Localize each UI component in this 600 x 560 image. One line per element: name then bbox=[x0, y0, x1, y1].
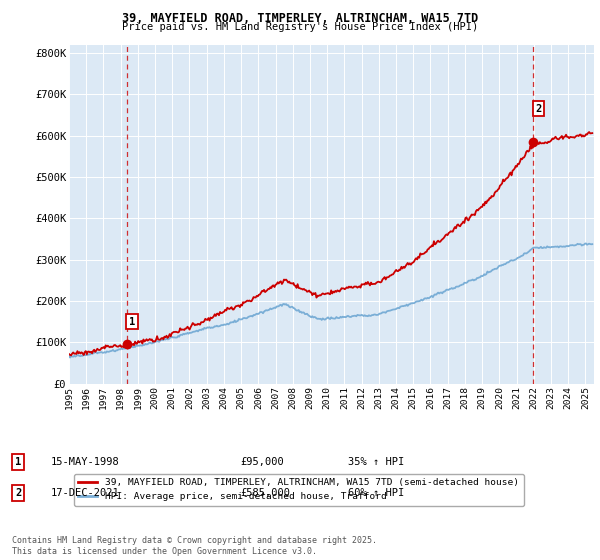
Text: 35% ↑ HPI: 35% ↑ HPI bbox=[348, 457, 404, 467]
Legend: 39, MAYFIELD ROAD, TIMPERLEY, ALTRINCHAM, WA15 7TD (semi-detached house), HPI: A: 39, MAYFIELD ROAD, TIMPERLEY, ALTRINCHAM… bbox=[74, 474, 524, 506]
Text: 2: 2 bbox=[535, 104, 541, 114]
Text: Price paid vs. HM Land Registry's House Price Index (HPI): Price paid vs. HM Land Registry's House … bbox=[122, 22, 478, 32]
Text: 39, MAYFIELD ROAD, TIMPERLEY, ALTRINCHAM, WA15 7TD: 39, MAYFIELD ROAD, TIMPERLEY, ALTRINCHAM… bbox=[122, 12, 478, 25]
Text: 17-DEC-2021: 17-DEC-2021 bbox=[51, 488, 120, 498]
Text: £95,000: £95,000 bbox=[240, 457, 284, 467]
Text: 15-MAY-1998: 15-MAY-1998 bbox=[51, 457, 120, 467]
Text: 1: 1 bbox=[15, 457, 21, 467]
Text: Contains HM Land Registry data © Crown copyright and database right 2025.
This d: Contains HM Land Registry data © Crown c… bbox=[12, 536, 377, 556]
Text: £585,000: £585,000 bbox=[240, 488, 290, 498]
Text: 1: 1 bbox=[129, 316, 135, 326]
Text: 2: 2 bbox=[15, 488, 21, 498]
Text: 60% ↑ HPI: 60% ↑ HPI bbox=[348, 488, 404, 498]
